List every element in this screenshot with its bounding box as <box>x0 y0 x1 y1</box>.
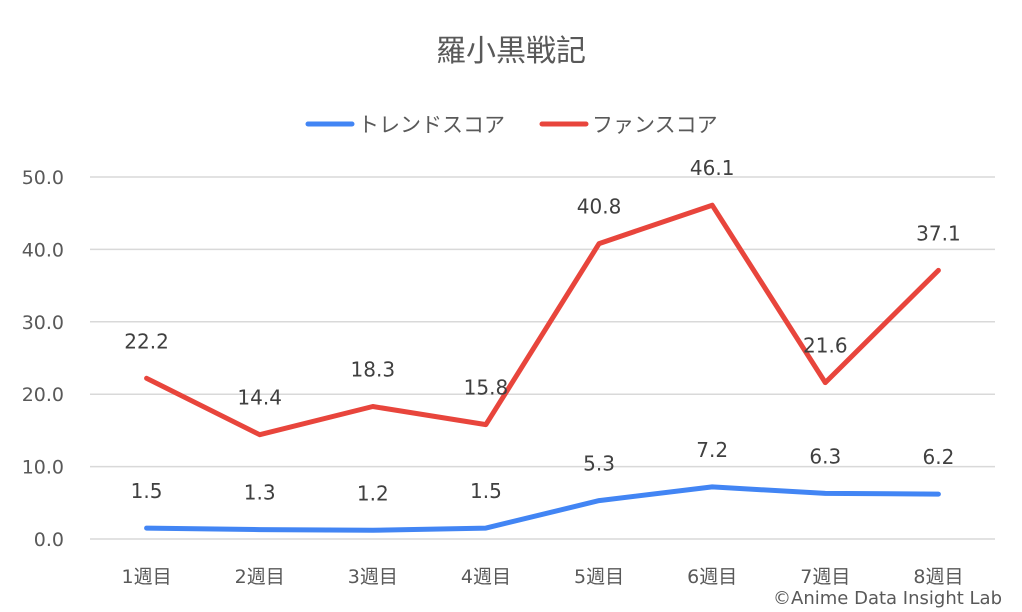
chart-title: 羅小黒戦記 <box>436 34 586 69</box>
data-label-1: 7.2 <box>696 438 728 462</box>
data-label-2: 40.8 <box>577 195 622 219</box>
y-axis: 0.0 10.0 20.0 30.0 40.0 50.0 <box>22 167 64 551</box>
x-tick-label: 2週目 <box>235 566 285 588</box>
data-label-1: 6.3 <box>809 444 841 468</box>
x-tick-label: 8週目 <box>913 566 963 588</box>
x-tick-label: 1週目 <box>122 566 172 588</box>
x-tick-label: 6週目 <box>687 566 737 588</box>
legend: トレンドスコア ファンスコア <box>305 113 718 137</box>
y-tick-label: 20.0 <box>22 384 64 406</box>
legend-label-1: トレンドスコア <box>358 113 505 137</box>
gridlines <box>90 176 995 540</box>
data-label-1: 5.3 <box>583 452 615 476</box>
data-label-1: 1.3 <box>244 481 276 505</box>
y-tick-label: 40.0 <box>22 239 64 261</box>
data-label-1: 6.2 <box>923 445 955 469</box>
data-label-2: 18.3 <box>351 358 396 382</box>
data-label-1: 1.5 <box>470 479 502 503</box>
x-tick-label: 4週目 <box>461 566 511 588</box>
data-label-2: 46.1 <box>690 156 735 180</box>
x-axis: 1週目 2週目 3週目 4週目 5週目 6週目 7週目 8週目 <box>122 566 964 588</box>
data-label-2: 22.2 <box>124 329 169 353</box>
y-tick-label: 30.0 <box>22 312 64 334</box>
data-label-1: 1.5 <box>131 479 163 503</box>
data-label-2: 37.1 <box>916 221 961 245</box>
data-label-1: 1.2 <box>357 481 389 505</box>
x-tick-label: 7週目 <box>800 566 850 588</box>
x-tick-label: 3週目 <box>348 566 398 588</box>
credit-text: ©Anime Data Insight Lab <box>773 588 1002 609</box>
y-tick-label: 0.0 <box>34 529 64 551</box>
series-line-1 <box>144 484 941 533</box>
series-lines <box>144 202 941 533</box>
data-label-2: 14.4 <box>237 386 282 410</box>
y-tick-label: 50.0 <box>22 167 64 189</box>
y-tick-label: 10.0 <box>22 457 64 479</box>
legend-label-2: ファンスコア <box>592 113 718 137</box>
data-label-2: 21.6 <box>803 334 848 358</box>
series-line-2 <box>144 202 941 438</box>
data-labels: 1.5 1.3 1.2 1.5 5.3 7.2 6.3 6.2 22.2 14.4 18.3 15.8… <box>124 156 960 505</box>
x-tick-label: 5週目 <box>574 566 624 588</box>
data-label-2: 15.8 <box>464 376 509 400</box>
